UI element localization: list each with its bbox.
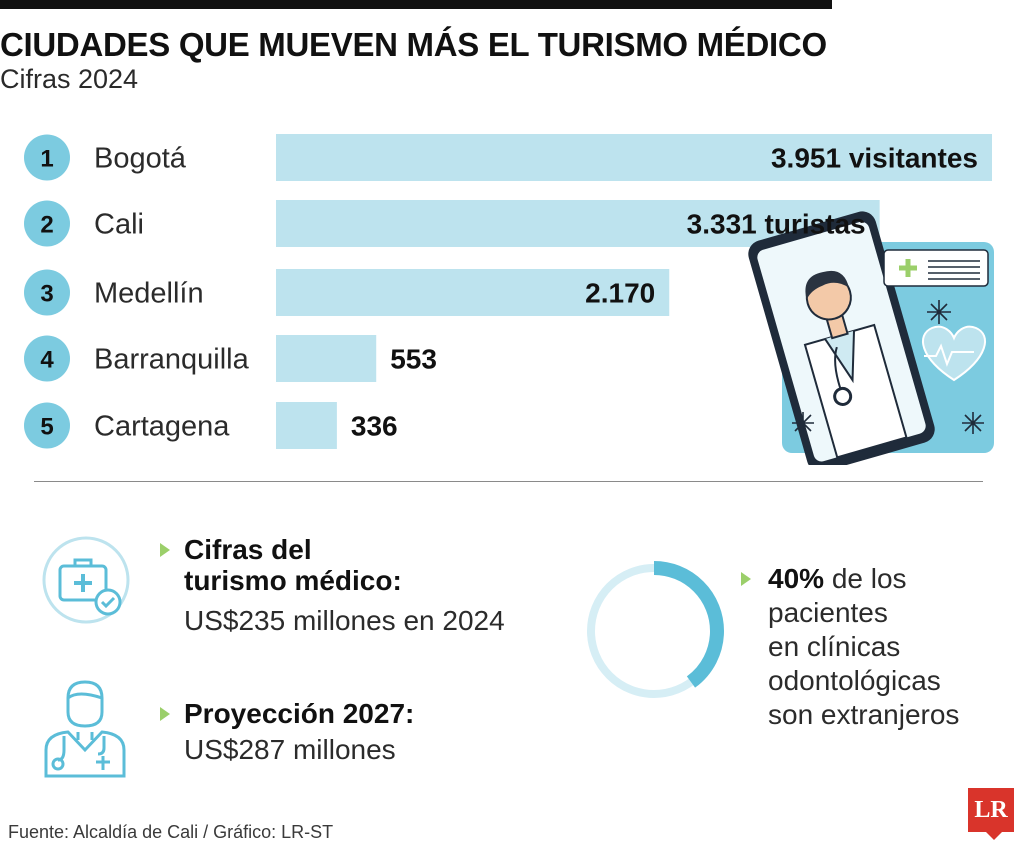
bar-4 xyxy=(276,335,377,382)
value-label-3: 2.170 xyxy=(585,278,655,309)
rank-circle-2 xyxy=(24,200,70,247)
dental-line5: son extranjeros xyxy=(768,699,960,730)
bar-5 xyxy=(276,402,337,449)
rank-number-2: 2 xyxy=(40,212,53,239)
rank-number-1: 1 xyxy=(40,146,53,173)
category-label-3: Medellín xyxy=(94,278,204,310)
stat-projection-head: Proyección 2027: xyxy=(184,698,415,729)
triangle-bullet-icon xyxy=(160,543,170,557)
stat-head-line1: Cifras del xyxy=(184,534,312,565)
stat-projection: Proyección 2027: US$287 millones xyxy=(184,698,414,767)
rank-number-4: 4 xyxy=(40,347,54,374)
top-rule xyxy=(0,0,832,9)
section-divider xyxy=(34,481,983,482)
doctor-icon xyxy=(44,680,126,778)
category-label-1: Bogotá xyxy=(94,143,187,175)
rank-circle-4 xyxy=(24,335,70,382)
page-subtitle: Cifras 2024 xyxy=(0,64,139,94)
donut-arc xyxy=(584,561,724,701)
bar-chart: 1 Bogotá 3.951 visitantes 2 Cali 3.331 turist… xyxy=(24,134,994,465)
value-label-2: 3.331 turistas xyxy=(687,209,866,240)
rank-circle-1 xyxy=(24,134,70,181)
value-label-4: 553 xyxy=(390,344,437,375)
dental-percent: 40% xyxy=(768,563,825,594)
dental-line3: en clínicas xyxy=(768,631,901,662)
dental-stat-text: 40% de los pacientes en clínicas odontol… xyxy=(768,562,1008,732)
bar-3 xyxy=(276,269,670,316)
stat-head-line2: turismo médico: xyxy=(184,565,402,596)
dental-line1: de los xyxy=(824,563,907,594)
lr-logo: LR xyxy=(968,788,1014,840)
dental-line2: pacientes xyxy=(768,597,888,628)
category-label-2: Cali xyxy=(94,209,144,241)
stat-medical-tourism: Cifras del turismo médico: US$235 millon… xyxy=(184,534,505,638)
value-label-5: 336 xyxy=(351,411,398,442)
page-title: CIUDADES QUE MUEVEN MÁS EL TURISMO MÉDIC… xyxy=(0,26,827,63)
stat-body: US$235 millones en 2024 xyxy=(184,605,505,636)
triangle-bullet-icon xyxy=(160,707,170,721)
bar-1 xyxy=(276,134,992,181)
rank-number-3: 3 xyxy=(40,281,53,308)
category-label-5: Cartagena xyxy=(94,411,230,443)
rank-circle-3 xyxy=(24,269,70,316)
rank-circle-5 xyxy=(24,402,70,449)
donut-chart xyxy=(584,561,724,701)
value-label-1: 3.951 visitantes xyxy=(771,143,978,174)
triangle-bullet-icon xyxy=(741,572,751,586)
medical-kit-icon xyxy=(42,536,130,624)
source-note: Fuente: Alcaldía de Cali / Gráfico: LR-S… xyxy=(8,822,334,842)
phone-doctor-illustration xyxy=(748,211,994,465)
dental-line4: odontológicas xyxy=(768,665,941,696)
rank-number-5: 5 xyxy=(40,414,53,441)
category-label-4: Barranquilla xyxy=(94,344,250,376)
stat-projection-body: US$287 millones xyxy=(184,734,396,765)
